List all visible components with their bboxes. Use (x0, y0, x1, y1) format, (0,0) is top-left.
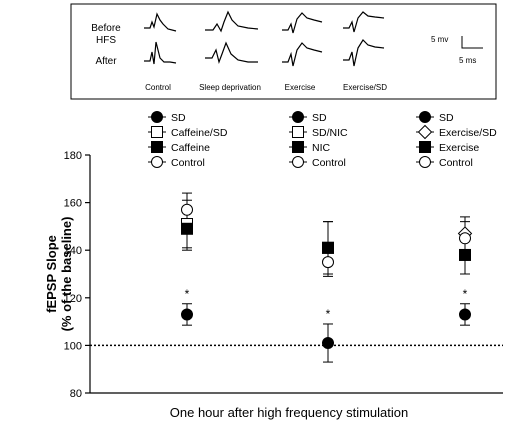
scale-bar (461, 36, 483, 49)
legend-marker (292, 156, 304, 168)
y-tick-label: 80 (70, 388, 82, 400)
data-point-sd (322, 337, 334, 350)
legend-label: SD (312, 112, 327, 124)
x-axis-label: One hour after high frequency stimulatio… (170, 405, 408, 420)
significance-asterisk: * (463, 287, 468, 301)
significance-asterisk: * (185, 287, 190, 301)
y-tick-label: 180 (64, 150, 82, 162)
data-point-exercise (459, 248, 471, 261)
legend-marker (292, 111, 304, 123)
trace-exercise-after (282, 42, 323, 67)
data-points: * * * (181, 192, 473, 363)
trace-exercise-before (282, 12, 323, 34)
y-tick-label: 140 (64, 245, 82, 257)
legend-label: Caffeine (171, 142, 210, 154)
legend-label: Control (439, 157, 473, 169)
legend-marker (151, 156, 163, 168)
y-tick-label: 160 (64, 198, 82, 210)
legend-label: NIC (312, 142, 331, 154)
legend-marker (151, 111, 163, 123)
data-point-nic (322, 241, 334, 254)
trace-sd-before (205, 10, 259, 33)
y-axis-label-line1: fEPSP Slope (44, 235, 59, 313)
data-point-sd (181, 308, 193, 321)
legend-marker (151, 141, 163, 153)
inset-col-label-control: Control (145, 83, 171, 92)
significance-asterisk: * (326, 307, 331, 321)
legend-marker (417, 124, 433, 140)
trace-exsd-before (343, 11, 385, 33)
scale-voltage-label: 5 mv (431, 35, 448, 44)
scale-time-label: 5 ms (459, 56, 476, 65)
legend-label: Exercise/SD (439, 127, 497, 139)
inset-row-label-hfs: HFS (96, 35, 116, 46)
inset-border (70, 3, 497, 100)
y-tick-label: 120 (64, 293, 82, 305)
legend-marker (419, 156, 431, 168)
legend-label: Control (312, 157, 346, 169)
legend-marker (419, 141, 431, 153)
trace-control-after (144, 41, 177, 65)
y-axis-label-line2: (% of the baseline) (59, 217, 74, 332)
legend-label: SD/NIC (312, 127, 348, 139)
legend-label: SD (439, 112, 454, 124)
legend-label: SD (171, 112, 186, 124)
inset-row-label-after: After (95, 56, 117, 67)
legend-marker (419, 111, 431, 123)
legend-marker (292, 141, 304, 153)
legends: SD Caffeine/SD Caffeine Control SD SD/NIC NIC C… (148, 111, 497, 169)
data-point-caffeine (181, 222, 193, 235)
trace-sd-after (205, 41, 258, 65)
y-ticks: 80 100 120 140 160 180 (64, 150, 90, 400)
data-point-control (459, 232, 471, 245)
y-tick-label: 100 (64, 340, 82, 352)
data-point-control (181, 203, 193, 216)
trace-control-before (144, 12, 177, 32)
inset-col-label-exsd: Exercise/SD (343, 83, 387, 92)
legend-marker (151, 126, 163, 138)
inset-row-label-before: Before (91, 23, 121, 34)
legend-label: Control (171, 157, 205, 169)
legend-label: Exercise (439, 142, 479, 154)
inset-col-label-exercise: Exercise (285, 83, 316, 92)
data-point-sd (459, 308, 471, 321)
legend-marker (292, 126, 304, 138)
plot-axes: 80 100 120 140 160 180 fEPSP Slope (% of the … (44, 150, 503, 420)
legend-label: Caffeine/SD (171, 127, 228, 139)
trace-exsd-after (343, 39, 385, 67)
inset-traces-panel: Before HFS After Control Sleep deprivati… (70, 3, 497, 100)
data-point-control (322, 256, 334, 269)
inset-col-label-sd: Sleep deprivation (199, 83, 261, 92)
